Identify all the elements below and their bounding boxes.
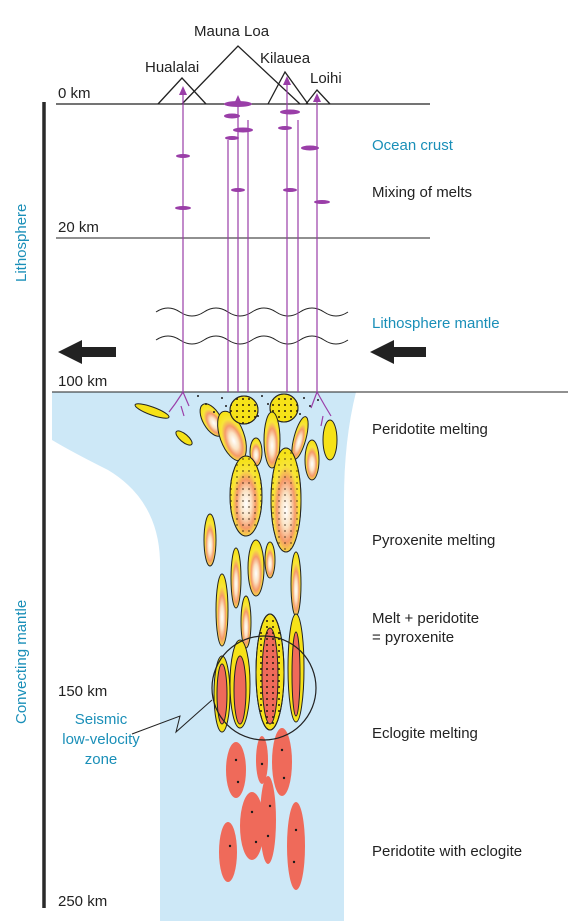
label-loihi: Loihi	[310, 70, 342, 87]
conduit-arrowheads	[179, 76, 321, 104]
seismic-pointer	[131, 699, 213, 735]
label-lithosphere-mantle: Lithosphere mantle	[372, 315, 500, 332]
depth-250km: 250 km	[58, 893, 107, 910]
seismic-zone-circle	[211, 635, 317, 741]
hualalai-volcano	[157, 77, 207, 105]
label-melt-peridotite-1: Melt + peridotite	[372, 610, 479, 627]
label-peridotite-with-eclogite: Peridotite with eclogite	[372, 843, 522, 860]
label-eclogite-melting: Eclogite melting	[372, 725, 478, 742]
depth-150km: 150 km	[58, 683, 107, 700]
zone-convecting-mantle: Convecting mantle	[13, 600, 30, 724]
label-peridotite-melting: Peridotite melting	[372, 421, 488, 438]
label-ocean-crust: Ocean crust	[372, 137, 454, 154]
seismic-label-1: Seismic	[75, 711, 128, 728]
wavy-break-bottom	[155, 335, 349, 345]
depth-20km: 20 km	[58, 219, 99, 236]
seismic-label-2: low-velocity	[62, 731, 140, 748]
melt-lenses	[175, 101, 330, 210]
wavy-break-top	[155, 307, 349, 317]
depth-100km: 100 km	[58, 373, 107, 390]
label-mauna-loa: Mauna Loa	[194, 23, 270, 40]
label-mixing-of-melts: Mixing of melts	[372, 184, 472, 201]
label-hualalai: Hualalai	[145, 59, 199, 76]
zone-lithosphere: Lithosphere	[13, 204, 30, 282]
label-kilauea: Kilauea	[260, 50, 311, 67]
eclogite-dots	[228, 748, 298, 864]
peridotite-melt-blobs	[134, 393, 338, 469]
kilauea-volcano	[267, 70, 309, 105]
plate-motion-arrow-left	[58, 340, 116, 364]
magma-conduits	[168, 80, 332, 427]
melt-dots-scatter	[197, 395, 319, 417]
seismic-label-3: zone	[85, 751, 118, 768]
eclogite-blobs	[219, 728, 305, 890]
mauna-loa-volcano	[181, 45, 301, 105]
plate-motion-arrow-right	[370, 340, 426, 364]
loihi-volcano	[305, 89, 331, 105]
label-pyroxenite-melting: Pyroxenite melting	[372, 532, 495, 549]
depth-0km: 0 km	[58, 85, 91, 102]
mixed-melt-blobs	[213, 613, 305, 733]
pyroxenite-melt-blobs	[203, 439, 320, 649]
label-melt-peridotite-2: = pyroxenite	[372, 629, 454, 646]
